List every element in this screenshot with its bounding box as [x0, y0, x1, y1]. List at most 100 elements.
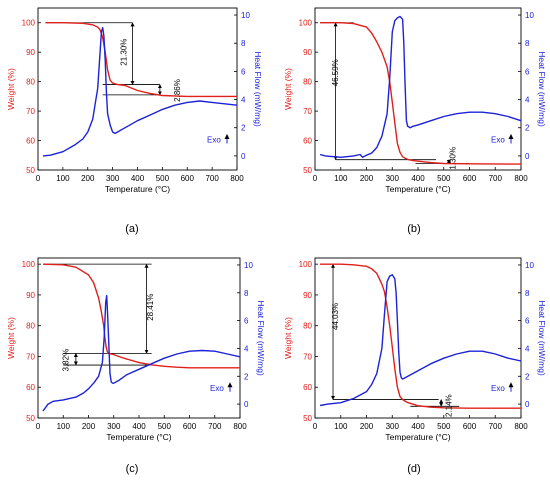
- chart-panel-b: 0 100 200 300 400 500 600 700 800 50 60 70 80 90 100 0 2…: [283, 7, 547, 235]
- x-tick-label: 400: [132, 422, 146, 431]
- y-left-axis-title: Weight (%): [6, 68, 16, 110]
- plot-frame: [314, 7, 522, 171]
- x-tick-label: 300: [386, 422, 400, 431]
- y-left-tick-label: 90: [26, 291, 35, 300]
- y-left-tick-label: 60: [303, 137, 312, 146]
- y-left-axis-title: Weight (%): [6, 317, 16, 359]
- plot-frame: [314, 257, 522, 419]
- y-left-tick-label: 80: [303, 78, 312, 87]
- y-right-tick-label: 0: [525, 400, 530, 409]
- y-right-tick-label: 6: [525, 67, 530, 76]
- x-tick-label: 100: [57, 422, 71, 431]
- y-right-tick-label: 10: [525, 261, 534, 270]
- heat-flow-curve: [42, 27, 238, 157]
- chart-panel-a: 0 100 200 300 400 500 600 700 800 50 60 70 80 90 100 0 2…: [6, 7, 263, 235]
- weight-curve: [45, 22, 237, 98]
- y-left-tick-label: 100: [299, 260, 313, 269]
- y-left-tick-label: 80: [26, 78, 35, 87]
- weight-curve: [320, 263, 521, 409]
- x-tick-label: 400: [411, 422, 425, 431]
- y-right-tick-label: 4: [241, 96, 246, 105]
- y-right-tick-label: 8: [525, 39, 530, 48]
- x-tick-label: 400: [411, 174, 425, 183]
- x-axis-title: Temperature (°C): [105, 184, 170, 194]
- panel-label: (d): [407, 463, 420, 475]
- x-tick-label: 200: [360, 174, 374, 183]
- x-tick-label: 200: [81, 174, 95, 183]
- y-left-tick-label: 100: [299, 19, 313, 28]
- y-right-tick-label: 8: [241, 39, 246, 48]
- x-tick-label: 700: [489, 174, 503, 183]
- x-tick-label: 500: [437, 174, 451, 183]
- y-left-tick-label: 60: [303, 383, 312, 392]
- x-tick-label: 300: [107, 422, 121, 431]
- exo-label: Exo: [207, 135, 221, 144]
- plot-frame: [37, 257, 241, 419]
- x-tick-label: 0: [313, 422, 318, 431]
- x-tick-label: 500: [156, 174, 170, 183]
- weight-curve: [320, 22, 522, 165]
- percent-annotation: 46.59%: [331, 59, 340, 86]
- percent-annotation: 1.30%: [448, 147, 457, 170]
- x-tick-label: 200: [82, 422, 96, 431]
- y-left-tick-label: 90: [303, 291, 312, 300]
- x-axis-title: Temperature (°C): [385, 184, 450, 194]
- x-tick-label: 100: [334, 174, 348, 183]
- y-left-tick-label: 80: [303, 322, 312, 331]
- x-tick-label: 0: [313, 174, 318, 183]
- x-axis-title: Temperature (°C): [106, 432, 171, 442]
- heat-flow-curve: [42, 294, 241, 412]
- x-tick-label: 500: [437, 422, 451, 431]
- x-tick-label: 800: [514, 422, 528, 431]
- y-right-tick-label: 4: [525, 344, 530, 353]
- percent-annotation: 2.14%: [444, 394, 453, 417]
- chart-panel-c: 0 100 200 300 400 500 600 700 800 50 60 70 80 90 100 0 2…: [6, 257, 266, 475]
- y-right-tick-label: 6: [525, 317, 530, 326]
- y-left-tick-label: 70: [26, 107, 35, 116]
- y-right-tick-label: 6: [244, 317, 249, 326]
- percent-annotation: 28.41%: [146, 294, 155, 321]
- x-tick-label: 600: [463, 174, 477, 183]
- panel-label: (c): [126, 463, 139, 475]
- y-left-axis-title: Weight (%): [283, 317, 293, 359]
- y-left-tick-label: 60: [26, 137, 35, 146]
- y-left-tick-label: 100: [22, 19, 36, 28]
- exo-label: Exo: [210, 384, 224, 393]
- y-left-tick-label: 70: [303, 107, 312, 116]
- panel-label: (b): [407, 223, 420, 235]
- y-right-tick-label: 0: [244, 400, 249, 409]
- y-right-tick-label: 8: [244, 289, 249, 298]
- y-left-tick-label: 50: [303, 414, 312, 423]
- y-right-tick-label: 2: [241, 124, 246, 133]
- y-right-tick-label: 6: [241, 67, 246, 76]
- percent-annotation: 21.30%: [119, 39, 128, 66]
- y-left-tick-label: 90: [26, 48, 35, 57]
- y-right-tick-label: 10: [241, 11, 250, 20]
- y-right-axis-title: Heat Flow (mW/mg): [537, 51, 547, 127]
- chart-panel-d: 0 100 200 300 400 500 600 700 800 50 60 70 80 90 100 0 2…: [283, 257, 547, 475]
- y-right-tick-label: 2: [525, 372, 530, 381]
- y-left-tick-label: 90: [303, 48, 312, 57]
- y-right-tick-label: 10: [244, 261, 253, 270]
- exo-label: Exo: [491, 135, 505, 144]
- y-right-tick-label: 0: [525, 152, 530, 161]
- y-left-tick-label: 100: [22, 260, 36, 269]
- percent-annotation: 2.86%: [173, 79, 182, 102]
- x-tick-label: 400: [131, 174, 145, 183]
- y-left-tick-label: 50: [303, 166, 312, 175]
- y-left-tick-label: 70: [303, 352, 312, 361]
- y-right-tick-label: 2: [244, 372, 249, 381]
- x-axis-title: Temperature (°C): [385, 432, 450, 442]
- y-right-tick-label: 4: [244, 344, 249, 353]
- y-right-tick-label: 4: [525, 96, 530, 105]
- x-tick-label: 800: [230, 174, 244, 183]
- percent-annotation: 44.03%: [331, 303, 340, 330]
- x-tick-label: 700: [208, 422, 222, 431]
- y-right-tick-label: 0: [241, 152, 246, 161]
- y-right-tick-label: 10: [525, 11, 534, 20]
- x-tick-label: 700: [489, 422, 503, 431]
- x-tick-label: 600: [181, 174, 195, 183]
- x-tick-label: 200: [360, 422, 374, 431]
- y-left-axis-title: Weight (%): [283, 68, 293, 110]
